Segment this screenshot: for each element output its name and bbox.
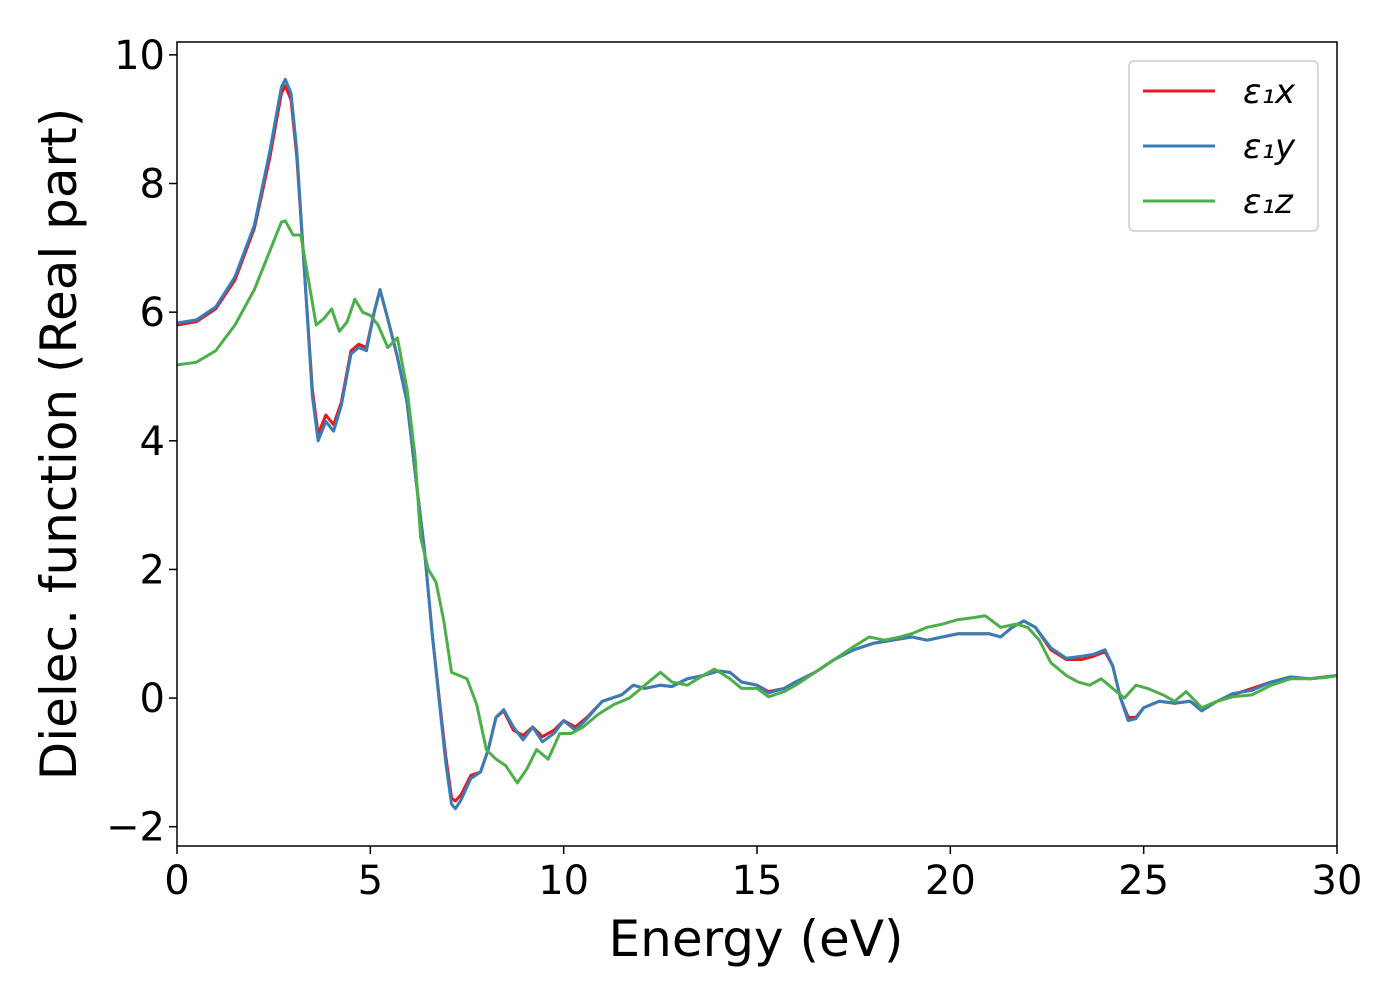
legend-label-2: ε₁y (1243, 127, 1296, 167)
y-axis-ticks: −2 0 2 4 6 8 10 (106, 33, 177, 851)
y-tick-label: 10 (114, 33, 165, 79)
y-tick-label: 4 (140, 419, 165, 465)
x-tick-label: 5 (358, 858, 383, 904)
x-tick-label: 25 (1118, 858, 1169, 904)
legend-label-1: ε₁x (1243, 72, 1296, 112)
legend-box (1128, 60, 1319, 232)
y-axis-label: Dielec. function (Real part) (30, 108, 88, 780)
legend: ε₁x ε₁y ε₁z (1128, 60, 1319, 232)
legend-label-3: ε₁z (1243, 182, 1294, 222)
y-tick-label: −2 (106, 805, 165, 851)
y-tick-label: 6 (140, 290, 165, 336)
x-tick-label: 10 (538, 858, 589, 904)
x-tick-label: 20 (925, 858, 976, 904)
y-tick-label: 2 (140, 547, 165, 593)
x-tick-label: 15 (732, 858, 783, 904)
x-tick-label: 0 (164, 858, 189, 904)
y-tick-label: 8 (140, 162, 165, 208)
series-line-3 (177, 219, 1337, 785)
x-tick-label: 30 (1312, 858, 1363, 904)
y-tick-label: 0 (140, 676, 165, 722)
x-axis-label: Energy (eV) (609, 910, 904, 968)
series-line-2 (177, 77, 1337, 811)
x-axis-ticks: 0 5 10 15 20 25 30 (164, 846, 1362, 904)
